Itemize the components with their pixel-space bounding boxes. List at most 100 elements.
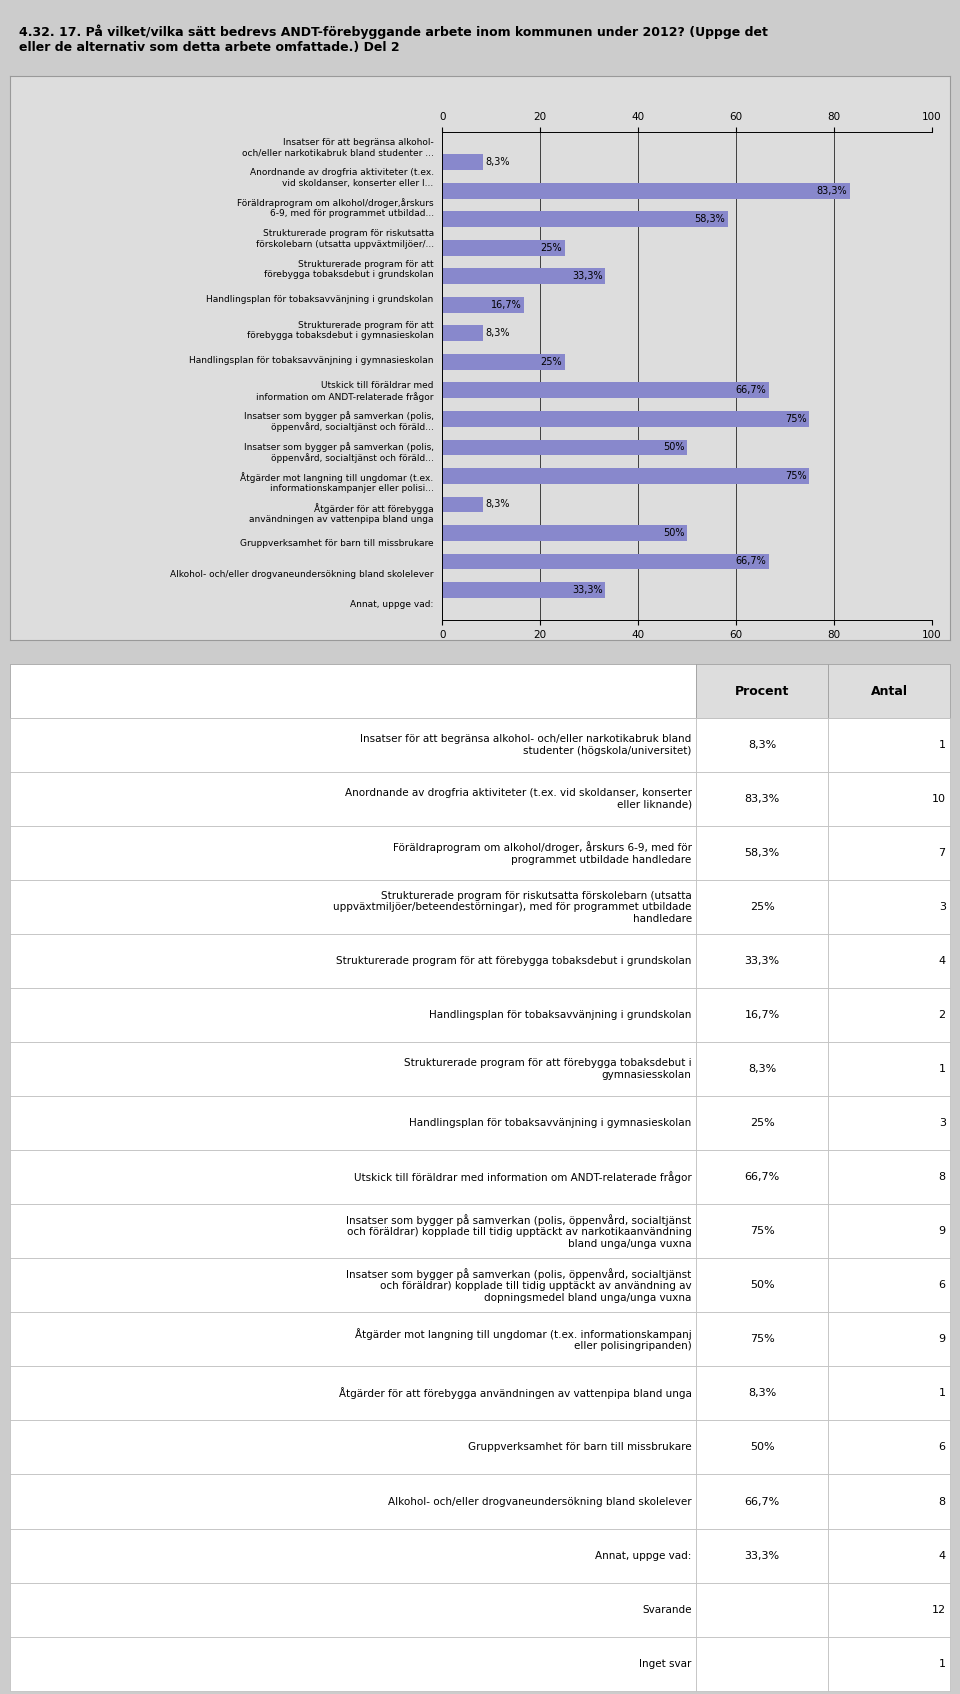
Text: 8,3%: 8,3%	[486, 329, 510, 339]
Bar	[10, 1421, 696, 1474]
Bar	[10, 664, 696, 718]
Text: 8,3%: 8,3%	[748, 1389, 777, 1399]
Text: 1: 1	[939, 1064, 946, 1074]
Bar	[443, 268, 605, 285]
Text: Utskick till föräldrar med information om ANDT-relaterade frågor: Utskick till föräldrar med information o…	[354, 1171, 691, 1184]
Text: Åtgärder för att förebygga användningen av vattenpipa bland unga: Åtgärder för att förebygga användningen …	[339, 1387, 691, 1399]
Bar	[443, 496, 483, 512]
Text: 3: 3	[939, 903, 946, 911]
Bar	[10, 1313, 696, 1367]
Text: Insatser som bygger på samverkan (polis, öppenvård, socialtjänst
och föräldrar) : Insatser som bygger på samverkan (polis,…	[347, 1215, 691, 1248]
Bar	[10, 1259, 696, 1313]
Bar	[443, 439, 687, 456]
Bar	[443, 468, 809, 484]
Bar	[443, 583, 605, 598]
Bar	[10, 1528, 696, 1582]
Text: 83,3%: 83,3%	[817, 186, 848, 197]
Text: Insatser som bygger på samverkan (polis,
öppenvård, socialtjänst och föräld...: Insatser som bygger på samverkan (polis,…	[244, 412, 434, 432]
Text: 33,3%: 33,3%	[745, 955, 780, 966]
Bar	[696, 881, 828, 933]
Bar	[443, 554, 769, 569]
Bar	[443, 154, 483, 169]
Bar	[10, 881, 696, 933]
Bar	[828, 933, 950, 988]
Bar	[696, 1582, 828, 1636]
Text: 50%: 50%	[750, 1443, 775, 1452]
Bar	[10, 988, 696, 1042]
Text: Handlingsplan för tobaksavvänjning i gymnasieskolan: Handlingsplan för tobaksavvänjning i gym…	[189, 356, 434, 366]
Text: Antal: Antal	[871, 684, 908, 698]
Bar	[696, 1367, 828, 1421]
Text: 83,3%: 83,3%	[745, 794, 780, 805]
Text: 75%: 75%	[785, 413, 806, 424]
Bar	[696, 1636, 828, 1691]
Text: Svarande: Svarande	[642, 1604, 691, 1614]
Bar	[443, 354, 564, 369]
Bar	[10, 933, 696, 988]
Text: 4.32. 17. På vilket/vilka sätt bedrevs ANDT-förebyggande arbete inom kommunen un: 4.32. 17. På vilket/vilka sätt bedrevs A…	[19, 24, 768, 54]
Text: Annat, uppge vad:: Annat, uppge vad:	[595, 1550, 691, 1560]
Bar	[828, 1204, 950, 1259]
Text: 33,3%: 33,3%	[572, 584, 603, 595]
Text: 9: 9	[939, 1335, 946, 1345]
Bar	[828, 1367, 950, 1421]
Text: 1: 1	[939, 740, 946, 750]
Bar	[828, 1528, 950, 1582]
Text: 58,3%: 58,3%	[694, 213, 725, 224]
Text: 3: 3	[939, 1118, 946, 1128]
Bar	[828, 772, 950, 827]
Bar	[10, 1204, 696, 1259]
Text: 8: 8	[939, 1496, 946, 1506]
Text: Handlingsplan för tobaksavvänjning i gymnasieskolan: Handlingsplan för tobaksavvänjning i gym…	[409, 1118, 691, 1128]
Bar	[696, 1421, 828, 1474]
Bar	[696, 718, 828, 772]
Text: 50%: 50%	[750, 1281, 775, 1291]
Bar	[696, 1042, 828, 1096]
Text: Handlingsplan för tobaksavvänjning i grundskolan: Handlingsplan för tobaksavvänjning i gru…	[429, 1010, 691, 1020]
Bar	[443, 325, 483, 340]
Text: Strukturerade program för att förebygga tobaksdebut i
gymnasiesskolan: Strukturerade program för att förebygga …	[404, 1059, 691, 1081]
Bar	[696, 664, 828, 718]
Text: Handlingsplan för tobaksavvänjning i grundskolan: Handlingsplan för tobaksavvänjning i gru…	[206, 295, 434, 305]
Bar	[10, 1582, 696, 1636]
Bar	[696, 1528, 828, 1582]
Text: Alkohol- och/eller drogvaneundersökning bland skolelever: Alkohol- och/eller drogvaneundersökning …	[170, 569, 434, 579]
Text: 33,3%: 33,3%	[745, 1550, 780, 1560]
Text: Insatser för att begränsa alkohol- och/eller narkotikabruk bland
studenter (högs: Insatser för att begränsa alkohol- och/e…	[360, 734, 691, 756]
Text: 6: 6	[939, 1281, 946, 1291]
Text: 8,3%: 8,3%	[748, 1064, 777, 1074]
Bar	[696, 1150, 828, 1204]
Text: 6: 6	[939, 1443, 946, 1452]
Bar	[828, 718, 950, 772]
Text: Anordnande av drogfria aktiviteter (t.ex. vid skoldanser, konserter
eller liknan: Anordnande av drogfria aktiviteter (t.ex…	[345, 788, 691, 810]
Text: 75%: 75%	[785, 471, 806, 481]
Text: 58,3%: 58,3%	[745, 849, 780, 859]
Text: 12: 12	[931, 1604, 946, 1614]
Text: Insatser som bygger på samverkan (polis,
öppenvård, socialtjänst och föräld...: Insatser som bygger på samverkan (polis,…	[244, 442, 434, 462]
Text: 50%: 50%	[663, 442, 684, 452]
Text: 33,3%: 33,3%	[572, 271, 603, 281]
Bar	[696, 1474, 828, 1528]
Bar	[828, 1313, 950, 1367]
Text: 25%: 25%	[750, 1118, 775, 1128]
Bar	[828, 1421, 950, 1474]
Bar	[10, 772, 696, 827]
Bar	[443, 383, 769, 398]
Text: Åtgärder mot langning till ungdomar (t.ex.
informationskampanjer eller polisi...: Åtgärder mot langning till ungdomar (t.e…	[240, 473, 434, 493]
Text: Procent: Procent	[735, 684, 789, 698]
Text: 66,7%: 66,7%	[745, 1172, 780, 1182]
Bar	[443, 241, 564, 256]
Text: Alkohol- och/eller drogvaneundersökning bland skolelever: Alkohol- och/eller drogvaneundersökning …	[388, 1496, 691, 1506]
Bar	[828, 1042, 950, 1096]
Bar	[828, 881, 950, 933]
Bar	[10, 1042, 696, 1096]
Bar	[696, 1313, 828, 1367]
Text: 9: 9	[939, 1226, 946, 1237]
Text: 4: 4	[939, 955, 946, 966]
Bar	[696, 1204, 828, 1259]
Text: 16,7%: 16,7%	[745, 1010, 780, 1020]
Text: 66,7%: 66,7%	[745, 1496, 780, 1506]
Bar	[696, 1096, 828, 1150]
Text: 16,7%: 16,7%	[491, 300, 521, 310]
Bar	[696, 827, 828, 881]
